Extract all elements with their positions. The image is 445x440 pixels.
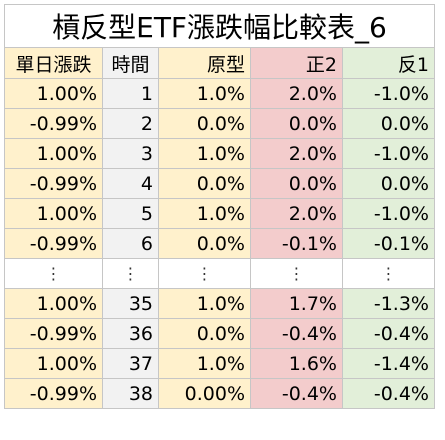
cell-time: 3 [102, 138, 159, 169]
cell-time: 6 [102, 228, 159, 259]
table-title: 槓反型ETF漲跌幅比較表_6 [4, 4, 435, 48]
cell-time: 1 [102, 78, 159, 109]
cell-inverse-1x: -1.0% [342, 198, 435, 229]
table-row: -0.99% 36 0.0% -0.4% -0.4% [4, 318, 435, 349]
cell-daily-change: -0.99% [4, 318, 103, 349]
cell-time: 36 [102, 318, 159, 349]
cell-time: 4 [102, 168, 159, 199]
cell-original: 1.0% [158, 78, 251, 109]
cell-daily-change: 1.00% [4, 138, 103, 169]
table-row: 1.00% 35 1.0% 1.7% -1.3% [4, 288, 435, 319]
table-row: 1.00% 5 1.0% 2.0% -1.0% [4, 198, 435, 229]
ellipsis-cell: ⋮ [158, 258, 251, 289]
cell-leveraged-2x: 1.6% [250, 348, 343, 379]
cell-inverse-1x: -0.4% [342, 378, 435, 409]
cell-leveraged-2x: -0.4% [250, 318, 343, 349]
ellipsis-cell: ⋮ [102, 258, 159, 289]
cell-original: 1.0% [158, 288, 251, 319]
header-daily-change: 單日漲跌 [4, 47, 103, 79]
cell-inverse-1x: -1.4% [342, 348, 435, 379]
title-row: 槓反型ETF漲跌幅比較表_6 [4, 4, 435, 48]
cell-daily-change: 1.00% [4, 78, 103, 109]
cell-daily-change: 1.00% [4, 348, 103, 379]
cell-time: 37 [102, 348, 159, 379]
cell-daily-change: -0.99% [4, 168, 103, 199]
cell-inverse-1x: 0.0% [342, 108, 435, 139]
cell-time: 2 [102, 108, 159, 139]
header-leveraged-2x: 正2 [250, 47, 343, 79]
cell-leveraged-2x: 2.0% [250, 198, 343, 229]
cell-daily-change: -0.99% [4, 108, 103, 139]
table-row: 1.00% 1 1.0% 2.0% -1.0% [4, 78, 435, 109]
cell-inverse-1x: -0.1% [342, 228, 435, 259]
cell-leveraged-2x: 1.7% [250, 288, 343, 319]
etf-comparison-table: 槓反型ETF漲跌幅比較表_6 單日漲跌 時間 原型 正2 反1 1.00% 1 1.… [4, 4, 435, 409]
table-row: -0.99% 4 0.0% 0.0% 0.0% [4, 168, 435, 199]
cell-leveraged-2x: 2.0% [250, 138, 343, 169]
table-row: 1.00% 3 1.0% 2.0% -1.0% [4, 138, 435, 169]
cell-inverse-1x: -1.3% [342, 288, 435, 319]
cell-time: 5 [102, 198, 159, 229]
cell-original: 0.0% [158, 318, 251, 349]
cell-original: 0.00% [158, 378, 251, 409]
cell-original: 0.0% [158, 108, 251, 139]
cell-original: 0.0% [158, 228, 251, 259]
cell-time: 35 [102, 288, 159, 319]
cell-original: 1.0% [158, 138, 251, 169]
cell-inverse-1x: -1.0% [342, 78, 435, 109]
table-row: -0.99% 2 0.0% 0.0% 0.0% [4, 108, 435, 139]
table-row: -0.99% 6 0.0% -0.1% -0.1% [4, 228, 435, 259]
ellipsis-cell: ⋮ [250, 258, 343, 289]
cell-daily-change: -0.99% [4, 378, 103, 409]
cell-original: 1.0% [158, 198, 251, 229]
cell-daily-change: 1.00% [4, 198, 103, 229]
cell-inverse-1x: -1.0% [342, 138, 435, 169]
cell-daily-change: -0.99% [4, 228, 103, 259]
cell-daily-change: 1.00% [4, 288, 103, 319]
header-row: 單日漲跌 時間 原型 正2 反1 [4, 47, 435, 79]
ellipsis-cell: ⋮ [342, 258, 435, 289]
cell-leveraged-2x: -0.1% [250, 228, 343, 259]
cell-leveraged-2x: 0.0% [250, 108, 343, 139]
table-row: 1.00% 37 1.0% 1.6% -1.4% [4, 348, 435, 379]
header-original: 原型 [158, 47, 251, 79]
cell-inverse-1x: 0.0% [342, 168, 435, 199]
header-inverse-1x: 反1 [342, 47, 435, 79]
ellipsis-cell: ⋮ [4, 258, 103, 289]
cell-leveraged-2x: 0.0% [250, 168, 343, 199]
cell-original: 1.0% [158, 348, 251, 379]
cell-original: 0.0% [158, 168, 251, 199]
table-row: -0.99% 38 0.00% -0.4% -0.4% [4, 378, 435, 409]
cell-inverse-1x: -0.4% [342, 318, 435, 349]
header-time: 時間 [102, 47, 159, 79]
cell-time: 38 [102, 378, 159, 409]
ellipsis-row: ⋮ ⋮ ⋮ ⋮ ⋮ [4, 258, 435, 289]
cell-leveraged-2x: -0.4% [250, 378, 343, 409]
cell-leveraged-2x: 2.0% [250, 78, 343, 109]
